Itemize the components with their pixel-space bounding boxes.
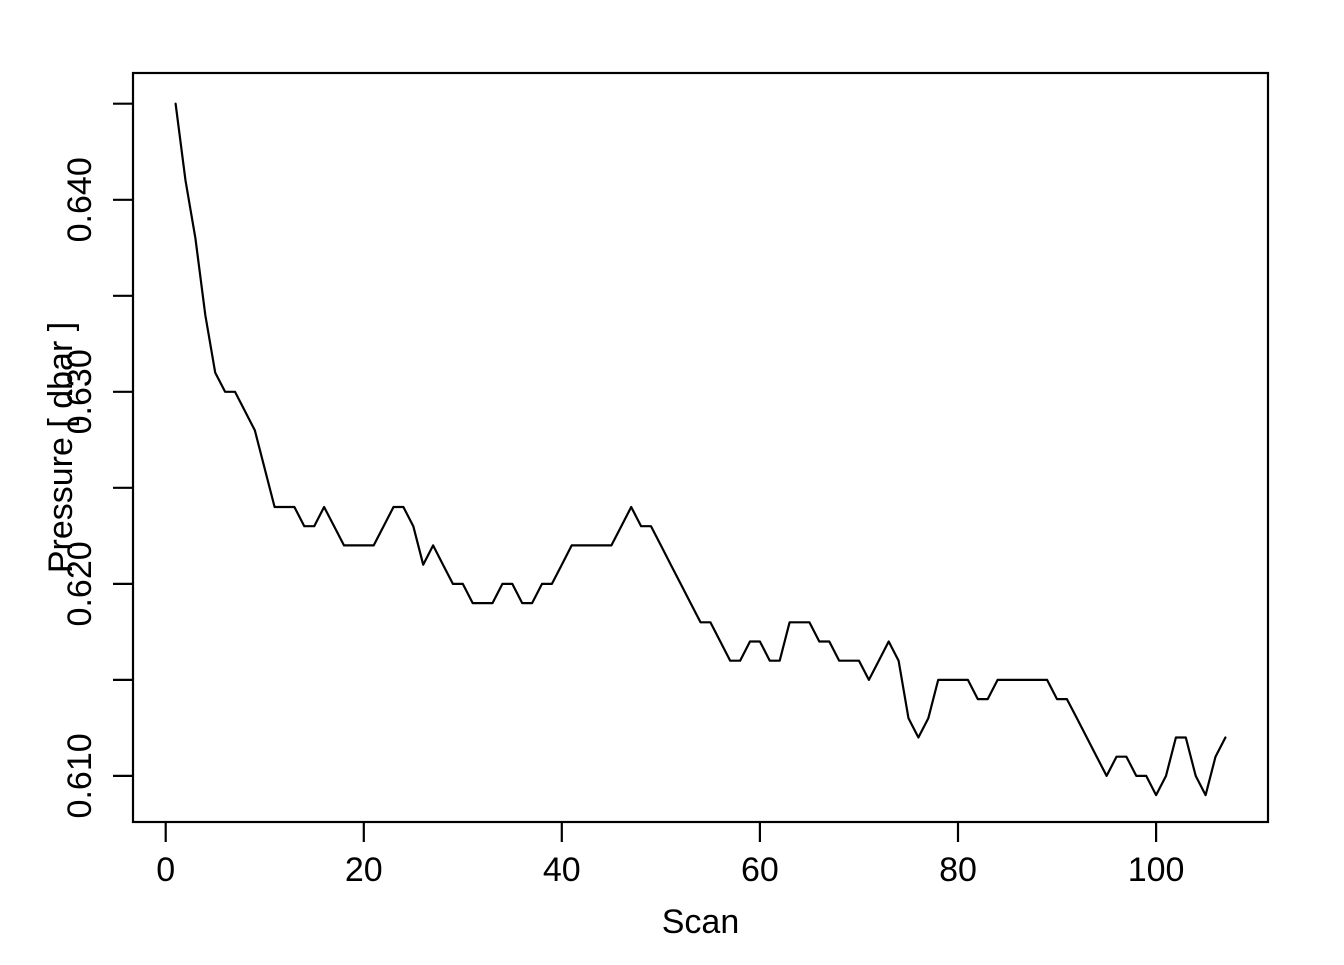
x-tick-label: 80: [939, 851, 977, 889]
x-tick-label: 0: [156, 851, 175, 889]
x-tick-label: 60: [741, 851, 779, 889]
y-tick-label: 0.630: [61, 349, 99, 434]
x-tick-label: 20: [345, 851, 383, 889]
x-tick-label: 40: [543, 851, 581, 889]
y-axis: 0.610 0.620 0.630 0.640: [61, 102, 133, 818]
x-axis-title: Scan: [662, 903, 740, 941]
pressure-line: [174, 102, 1227, 797]
y-tick-label: 0.640: [61, 157, 99, 242]
x-tick-label: 100: [1128, 851, 1185, 889]
y-tick-label: 0.610: [61, 733, 99, 818]
y-tick-label: 0.620: [61, 541, 99, 626]
y-axis-title: Pressure [ dbar ]: [42, 322, 80, 573]
plot-border: [131, 71, 1270, 824]
x-axis: 0 20 40 60 80 100: [156, 822, 1184, 889]
